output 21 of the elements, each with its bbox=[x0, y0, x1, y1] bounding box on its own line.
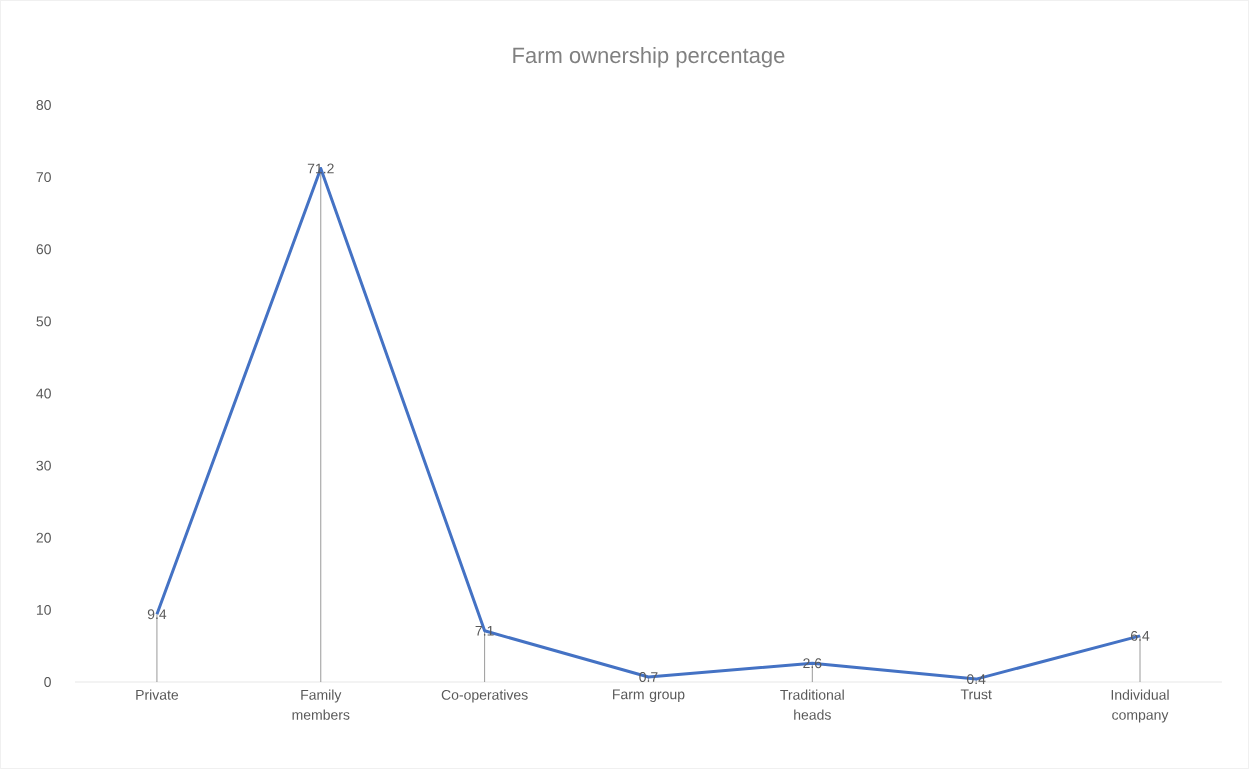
data-label: 0.7 bbox=[639, 671, 658, 682]
x-tick-label: Family members bbox=[292, 689, 350, 720]
x-tick-label: Private bbox=[136, 689, 179, 700]
x-tick-label: Traditional heads bbox=[780, 689, 844, 720]
x-tick-label: Co-operatives bbox=[441, 689, 528, 703]
y-tick-label: 60 bbox=[36, 244, 51, 255]
data-label: 71.2 bbox=[307, 163, 334, 174]
x-tick-label: Trust bbox=[960, 689, 992, 700]
data-label: 6.4 bbox=[1130, 630, 1150, 641]
y-tick-label: 20 bbox=[36, 532, 51, 543]
y-tick-label: 10 bbox=[36, 604, 51, 615]
y-tick-label: 80 bbox=[36, 100, 51, 110]
x-tick-label: Farm group bbox=[613, 689, 685, 703]
y-tick-label: 70 bbox=[36, 172, 51, 183]
data-label: 9.4 bbox=[147, 609, 167, 620]
y-tick-label: 40 bbox=[36, 388, 51, 399]
y-tick-label: 0 bbox=[44, 677, 51, 687]
y-tick-label: 30 bbox=[36, 460, 51, 471]
chart-title: Farm ownership percentage bbox=[513, 46, 785, 68]
x-tick-label: Individual company bbox=[1111, 689, 1169, 723]
y-tick-label: 50 bbox=[36, 316, 51, 327]
